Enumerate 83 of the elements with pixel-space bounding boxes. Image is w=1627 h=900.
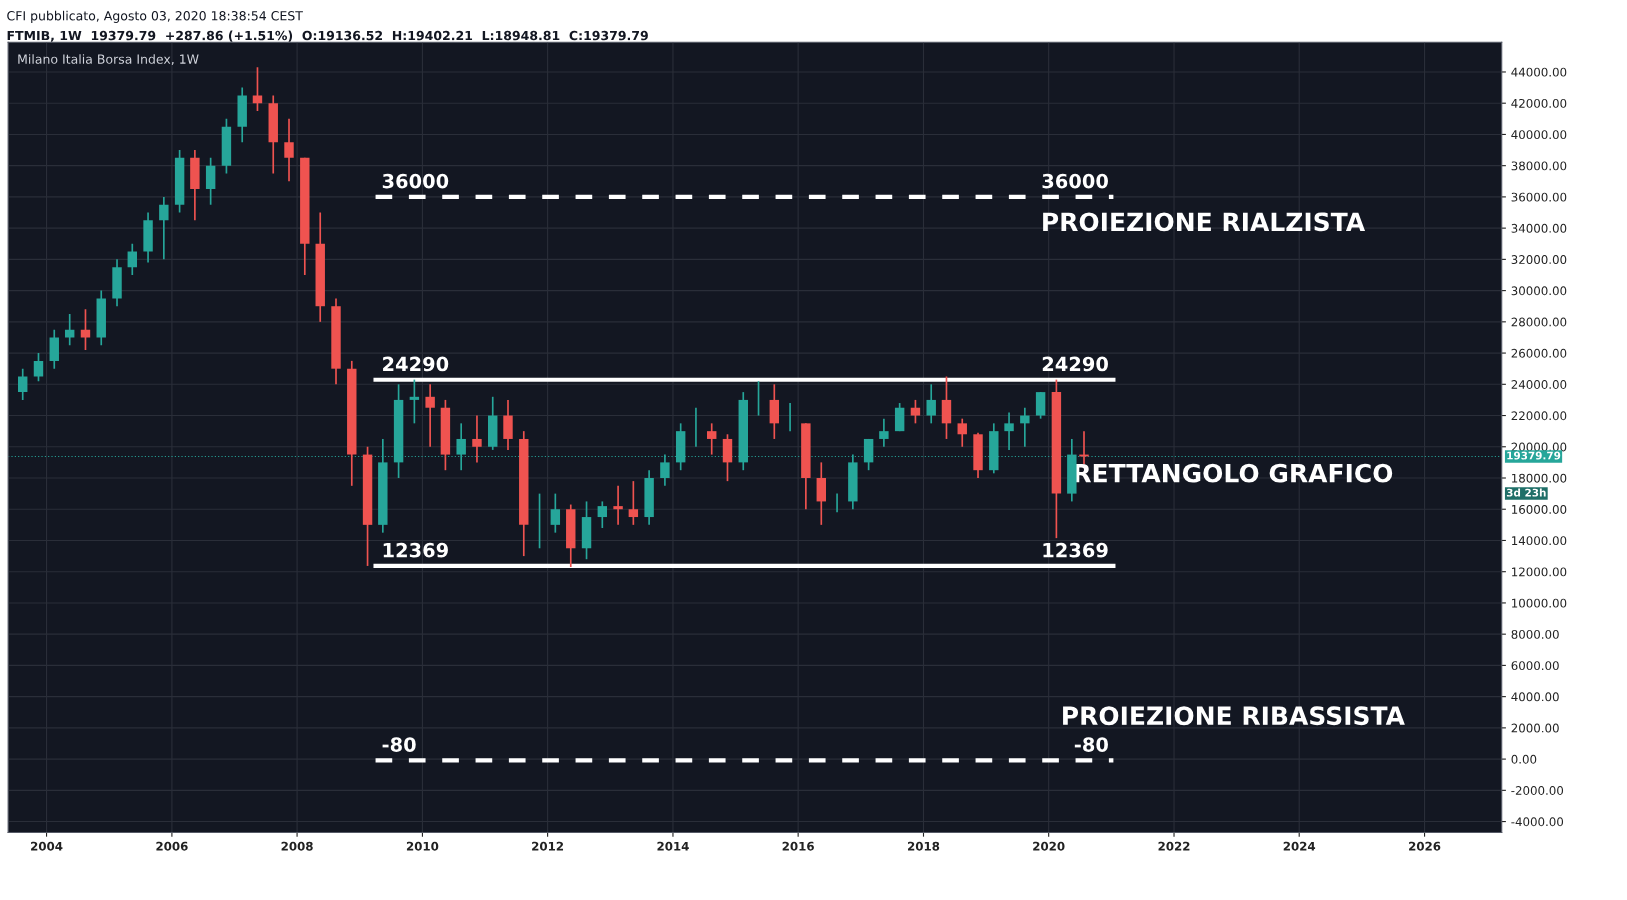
y-tick-label: 40000.00 (1511, 130, 1567, 140)
y-tick-label: 42000.00 (1511, 98, 1567, 108)
x-tick-label: 2020 (1033, 841, 1065, 851)
x-tick-label: 2008 (281, 841, 313, 851)
y-tick-label: 6000.00 (1511, 661, 1559, 671)
ref-line-label: 36000 (382, 173, 449, 189)
candlestick (926, 383, 936, 425)
y-tick-label: -4000.00 (1511, 817, 1564, 827)
text: 24290 (1042, 356, 1108, 372)
candlestick (49, 328, 59, 370)
y-tick-label: 26000.00 (1511, 348, 1567, 358)
candlestick (894, 402, 905, 432)
candlestick (863, 438, 874, 472)
y-tick-label: 2000.00 (1511, 723, 1559, 733)
ref-line-label: 24290 (383, 356, 449, 372)
candlestick (628, 480, 639, 526)
x-tick-label: 2014 (657, 841, 689, 851)
candlestick (1004, 411, 1014, 451)
text: FTMIB, 1W 19379.79 +287.86 (+1.51%) O:19136.52 H:19402.21 L:18948.81 C:19379.79 (7, 30, 648, 42)
annotation: PROIEZIONE RIBASSISTA (1063, 706, 1405, 726)
chart-subtitle: CFI pubblicato, Agosto 03, 2020 18:38:54 CEST (7, 10, 303, 23)
candlestick (503, 399, 513, 451)
candlestick (409, 378, 420, 425)
candlestick (18, 367, 28, 401)
x-tick-label: 2022 (1158, 841, 1190, 851)
y-tick-label: 4000.00 (1511, 692, 1559, 702)
candlestick (33, 352, 44, 383)
candlestick (941, 375, 952, 440)
candlestick (910, 399, 921, 425)
y-tick-label: 36000.00 (1511, 192, 1567, 202)
y-tick-label: 16000.00 (1512, 504, 1567, 514)
candlestick (707, 422, 717, 456)
candlestick (597, 500, 608, 529)
candlestick (252, 66, 263, 112)
ref-line-label: -80 (382, 737, 416, 752)
candlestick (879, 417, 889, 448)
candlestick (550, 492, 561, 534)
y-tick-label: 28000.00 (1511, 317, 1567, 327)
x-tick-label: 2012 (532, 841, 564, 851)
y-tick-label: 10000.00 (1512, 598, 1567, 608)
y-tick-label: 34000.00 (1511, 223, 1567, 233)
candlestick (159, 196, 169, 261)
candlestick (957, 417, 967, 448)
x-tick-label: 2018 (908, 841, 940, 851)
x-tick-label: 2010 (406, 841, 439, 851)
candlestick (472, 414, 482, 464)
candlestick (816, 461, 827, 526)
candlestick (1020, 406, 1030, 448)
ref-line-label: 19379.79 (1507, 451, 1561, 460)
x-tick-label: 2006 (156, 841, 188, 851)
y-tick-label: 8000.00 (1511, 629, 1559, 639)
candlestick (769, 383, 780, 440)
y-tick-label: 30000.00 (1511, 286, 1567, 296)
y-tick-label: -2000.00 (1511, 786, 1564, 795)
text: Milano Italia Borsa Index, 1W (18, 54, 199, 66)
x-tick-label: 2016 (782, 841, 814, 851)
y-tick-label: 18000.00 (1512, 473, 1567, 483)
x-tick-label: 2026 (1409, 841, 1441, 851)
y-tick-label: 22000.00 (1511, 411, 1567, 421)
y-tick-label: 38000.00 (1511, 161, 1567, 171)
x-tick-label: 2004 (31, 841, 63, 851)
y-tick-label: 44000.00 (1511, 67, 1567, 77)
text: 3d 23h (1506, 488, 1546, 497)
candlestick (1035, 391, 1046, 420)
candlestick (284, 117, 294, 183)
y-tick-label: 32000.00 (1511, 255, 1567, 265)
y-tick-label: 14000.00 (1512, 536, 1567, 546)
y-tick-label: 12000.00 (1512, 567, 1567, 577)
ref-line-label: 12369 (383, 542, 448, 558)
annotation: PROIEZIONE RIALZISTA (1043, 212, 1366, 232)
candlestick (613, 484, 623, 526)
annotation: RETTANGOLO GRAFICO (1074, 463, 1393, 483)
y-tick-label: 24000.00 (1511, 380, 1567, 389)
y-tick-label: 0.00 (1511, 754, 1537, 764)
candlestick (425, 383, 435, 448)
candlestick (722, 433, 733, 482)
text: -80 (1074, 737, 1108, 752)
text: 12369 (1043, 542, 1108, 558)
text: 36000 (1042, 173, 1108, 189)
y-tick-label: 20000.00 (1511, 442, 1567, 452)
candlestick (205, 157, 216, 206)
candlestick (127, 242, 137, 276)
x-tick-label: 2024 (1283, 841, 1316, 851)
